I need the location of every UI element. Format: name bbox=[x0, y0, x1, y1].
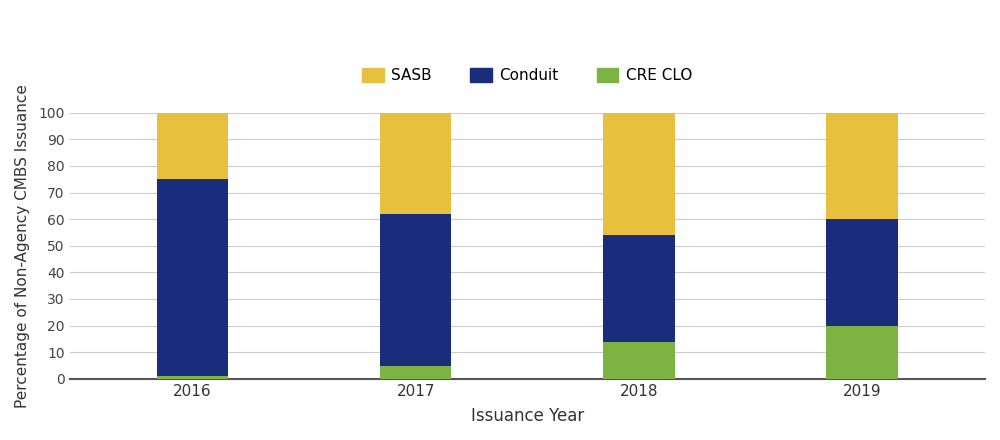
Y-axis label: Percentage of Non-Agency CMBS Issuance: Percentage of Non-Agency CMBS Issuance bbox=[15, 84, 30, 408]
Bar bbox=[603, 235, 675, 341]
Bar bbox=[826, 219, 898, 326]
Bar bbox=[380, 214, 451, 366]
Bar bbox=[157, 179, 228, 376]
Bar bbox=[826, 113, 898, 219]
Bar bbox=[380, 366, 451, 379]
Bar bbox=[603, 341, 675, 379]
Bar bbox=[826, 326, 898, 379]
Bar bbox=[603, 113, 675, 235]
Bar bbox=[157, 376, 228, 379]
Bar bbox=[157, 113, 228, 179]
X-axis label: Issuance Year: Issuance Year bbox=[471, 407, 584, 425]
Legend: SASB, Conduit, CRE CLO: SASB, Conduit, CRE CLO bbox=[356, 62, 698, 89]
Bar bbox=[380, 113, 451, 214]
